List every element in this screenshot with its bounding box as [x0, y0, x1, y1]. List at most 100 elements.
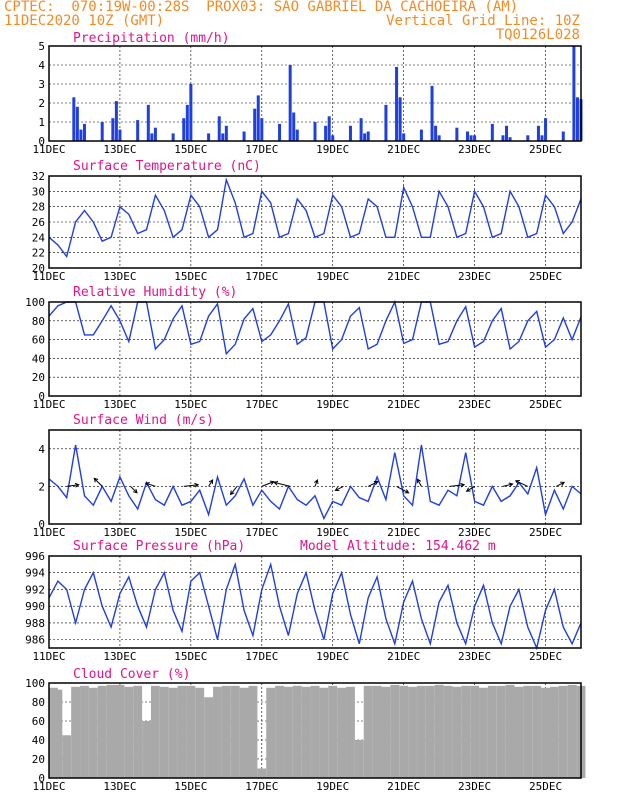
precip-xtick-label: 13DEC	[103, 143, 136, 156]
cloud-bar	[221, 685, 231, 778]
pres-ytick-label: 996	[25, 550, 45, 563]
precip-bar	[189, 84, 193, 141]
cloud-bar	[80, 685, 89, 778]
cloud-bar	[266, 687, 276, 778]
precip-bar	[501, 135, 505, 141]
cloud-bar	[71, 686, 81, 778]
pres-xtick-label: 21DEC	[387, 650, 420, 663]
temp-ytick-label: 20	[32, 262, 45, 275]
cloud-bar	[328, 685, 338, 778]
wind-title: Surface Wind (m/s)	[73, 413, 214, 428]
cloud-title: Cloud Cover (%)	[73, 667, 190, 682]
precip-bar	[359, 118, 363, 141]
wind-vector-head	[404, 489, 410, 494]
temp-xtick-label: 11DEC	[32, 270, 65, 283]
precip-bar	[221, 133, 225, 141]
wind-vector-head	[194, 482, 200, 488]
cloud-ytick-label: 0	[38, 772, 45, 785]
wind-vector-head	[514, 480, 520, 485]
precip-bar	[288, 65, 292, 141]
rh-ytick-label: 60	[32, 334, 45, 347]
precip-bar	[398, 97, 402, 141]
cloud-bar	[443, 685, 453, 778]
temp-xtick-label: 23DEC	[458, 270, 491, 283]
header-model-code: TQ0126L028	[495, 27, 580, 43]
cloud-bar	[257, 768, 267, 778]
temp-title: Surface Temperature (nC)	[73, 159, 261, 174]
cloud-bar	[168, 687, 178, 778]
cloud-xtick-label: 21DEC	[387, 780, 420, 793]
wind-xtick-label: 11DEC	[32, 526, 65, 539]
precip-bar	[572, 46, 576, 141]
temp-xtick-label: 17DEC	[245, 270, 278, 283]
precip-bar	[490, 123, 494, 141]
precip-bar	[331, 135, 335, 141]
rh-frame	[48, 301, 582, 397]
precip-bar	[153, 127, 157, 141]
wind-vector	[314, 479, 318, 487]
temp-xtick-label: 19DEC	[316, 270, 349, 283]
precip-bar	[324, 125, 328, 141]
cloud-bar	[204, 697, 214, 778]
precip-bar	[79, 129, 83, 141]
wind-ytick-label: 2	[38, 480, 45, 493]
precip-ytick-label: 0	[38, 135, 45, 148]
cloud-bar	[434, 684, 444, 778]
rh-xtick-label: 19DEC	[316, 398, 349, 411]
precip-bar	[182, 118, 186, 141]
precip-xtick-label: 15DEC	[174, 143, 207, 156]
precip-ytick-label: 5	[38, 40, 45, 53]
precip-bar	[575, 97, 579, 141]
cloud-bar	[505, 684, 515, 778]
precip-bar	[473, 135, 477, 141]
precip-bar	[278, 123, 282, 141]
cloud-bar	[541, 687, 550, 778]
wind-vector	[130, 486, 138, 494]
rh-xtick-label: 13DEC	[103, 398, 136, 411]
precip-bar	[136, 120, 140, 141]
wind-vector	[145, 482, 156, 487]
precip-bar	[419, 129, 423, 141]
precip-bar	[544, 118, 548, 141]
cloud-bar	[124, 686, 134, 778]
wind-vector	[396, 485, 409, 494]
rh-xtick-label: 25DEC	[529, 398, 562, 411]
wind-vector-head	[416, 478, 422, 484]
wind-vector	[416, 478, 422, 487]
rh-xtick-label: 15DEC	[174, 398, 207, 411]
rh-xtick-label: 21DEC	[387, 398, 420, 411]
cloud-bar	[239, 687, 249, 778]
rh-title: Relative Humidity (%)	[73, 285, 237, 300]
cloud-bar	[283, 686, 293, 778]
precip-bar	[207, 133, 211, 141]
wind-xtick-label: 17DEC	[245, 526, 278, 539]
wind-vector-head	[508, 482, 514, 488]
wind-vector-head	[93, 477, 99, 483]
temp-series-line	[48, 177, 582, 259]
pres-ytick-label: 988	[25, 617, 45, 630]
precip-xtick-label: 19DEC	[316, 143, 349, 156]
rh-ytick-label: 20	[32, 371, 45, 384]
precip-bar	[508, 137, 512, 141]
precip-bar	[505, 125, 509, 141]
cloud-bar	[310, 685, 320, 778]
precip-bar	[348, 125, 352, 141]
pres-xtick-label: 17DEC	[245, 650, 278, 663]
cloud-bar	[248, 685, 258, 778]
temp-xtick-label: 25DEC	[529, 270, 562, 283]
precip-bar	[82, 123, 86, 141]
precip-bar	[402, 133, 406, 141]
precip-bar	[118, 129, 122, 141]
wind-frame	[48, 429, 582, 525]
cloud-bar	[142, 721, 151, 778]
pres-xtick-label: 11DEC	[32, 650, 65, 663]
wind-vector	[230, 486, 238, 495]
wind-vector-head	[229, 490, 235, 496]
cloud-bar	[567, 684, 577, 778]
precip-bar	[114, 101, 118, 141]
cloud-xtick-label: 19DEC	[316, 780, 349, 793]
precip-ytick-label: 1	[38, 116, 45, 129]
cloud-bar	[301, 686, 311, 778]
precip-xtick-label: 17DEC	[245, 143, 278, 156]
wind-vector	[261, 481, 274, 487]
